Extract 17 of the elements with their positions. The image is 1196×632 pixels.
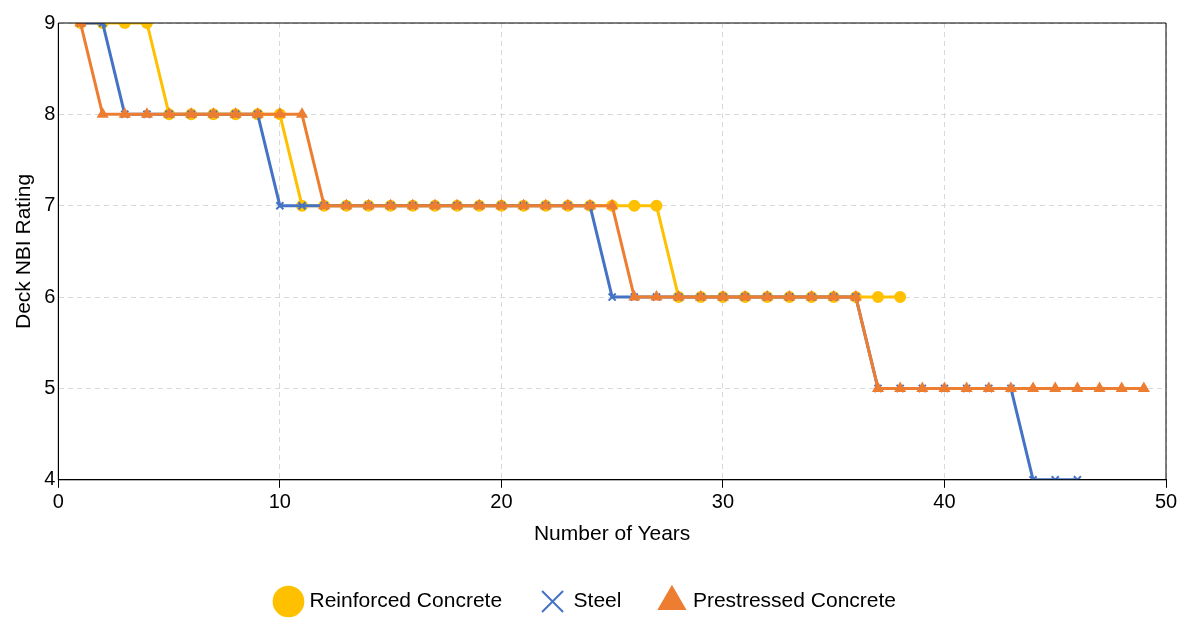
x-axis-title: Number of Years [533, 521, 691, 545]
y-tick-label: 8 [44, 101, 56, 124]
y-tick-label: 9 [44, 10, 56, 33]
x-tick-label: 10 [268, 490, 291, 513]
x-tick-label: 30 [711, 490, 735, 513]
x-tick-label: 20 [490, 490, 513, 513]
x-tick-label: 0 [52, 490, 64, 513]
y-tick-label: 4 [44, 467, 56, 490]
legend-label: Prestressed Concrete [692, 588, 897, 612]
legend-label: Reinforced Concrete [309, 588, 503, 612]
x-tick-label: 40 [933, 490, 956, 513]
y-tick-label: 7 [44, 193, 56, 216]
y-axis-title: Deck NBI Rating [11, 173, 35, 330]
y-tick-label: 5 [44, 375, 56, 398]
y-tick-label: 6 [44, 284, 56, 307]
legend-label: Steel [573, 588, 622, 612]
x-tick-label: 50 [1154, 490, 1178, 513]
